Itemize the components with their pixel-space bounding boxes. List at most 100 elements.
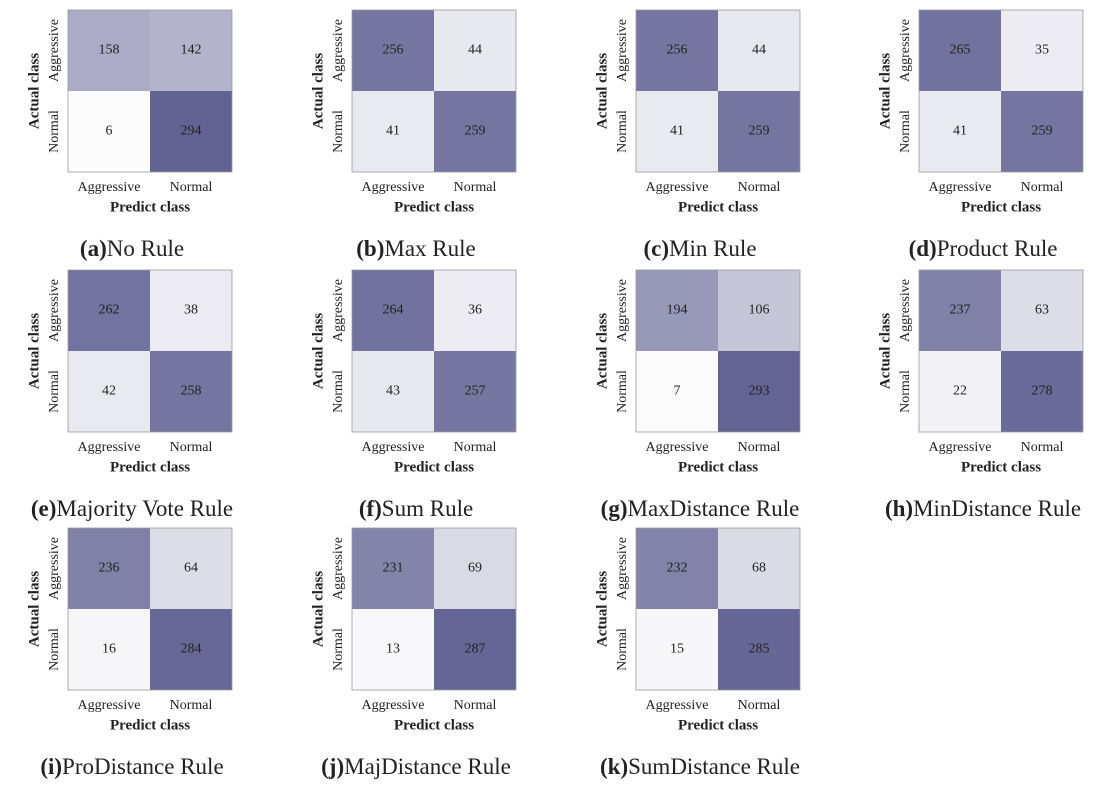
cell <box>68 91 150 172</box>
panel-label: (e) <box>31 496 57 521</box>
panel-label: (k) <box>600 754 628 779</box>
confusion-matrix: 265 35 41 259 Aggressive Normal Aggressive Norm… <box>877 9 1084 261</box>
panel-label: (c) <box>643 236 669 261</box>
frame <box>67 269 233 433</box>
x-tick-label: Normal <box>1021 440 1064 455</box>
y-tick-label: Normal <box>898 370 913 413</box>
y-axis-label: Actual class <box>26 571 42 647</box>
cell-label: 44 <box>468 43 482 58</box>
y-axis-label: Actual class <box>26 313 42 389</box>
subplot-title: Majority Vote Rule <box>56 496 233 521</box>
frame <box>67 527 233 691</box>
x-tick-label: Aggressive <box>78 180 141 195</box>
cell <box>434 270 516 351</box>
cell <box>352 609 434 690</box>
y-axis-label: Actual class <box>594 571 610 647</box>
confusion-matrix: 256 44 41 259 Aggressive Normal Aggressive Norm… <box>310 9 517 261</box>
cell <box>636 351 718 432</box>
frame <box>635 269 801 433</box>
cell <box>352 528 434 609</box>
cell-label: 278 <box>1032 384 1053 399</box>
y-axis-label: Actual class <box>310 313 326 389</box>
cell <box>919 270 1001 351</box>
panel-label: (b) <box>356 236 384 261</box>
frame <box>635 527 801 691</box>
caption: (h)MinDistance Rule <box>885 496 1081 521</box>
frame <box>351 527 517 691</box>
cell <box>1001 10 1083 91</box>
cell <box>434 10 516 91</box>
y-tick-label: Normal <box>331 370 346 413</box>
y-tick-label: Aggressive <box>615 279 630 342</box>
cell-label: 41 <box>953 124 967 139</box>
caption: (e)Majority Vote Rule <box>31 496 233 521</box>
cell <box>434 609 516 690</box>
x-axis-label: Predict class <box>394 459 474 475</box>
cell-label: 258 <box>181 384 202 399</box>
cell <box>919 351 1001 432</box>
subplot-title: MajDistance Rule <box>344 754 511 779</box>
cell-label: 36 <box>468 303 482 318</box>
cell <box>352 270 434 351</box>
cell <box>150 10 232 91</box>
cell-label: 262 <box>99 303 120 318</box>
frame <box>918 9 1084 173</box>
cell <box>919 10 1001 91</box>
cell-label: 64 <box>184 561 198 576</box>
x-tick-label: Aggressive <box>362 180 425 195</box>
x-tick-label: Aggressive <box>646 180 709 195</box>
y-axis-label: Actual class <box>310 53 326 129</box>
cell-label: 106 <box>749 303 770 318</box>
cell <box>150 528 232 609</box>
y-tick-label: Normal <box>47 370 62 413</box>
caption: (f)Sum Rule <box>359 496 473 521</box>
subplot-title: MinDistance Rule <box>913 496 1081 521</box>
x-axis-label: Predict class <box>110 717 190 733</box>
confusion-matrix: 262 38 42 258 Aggressive Normal Aggressive Norm… <box>26 269 233 521</box>
cell <box>150 351 232 432</box>
cell-label: 285 <box>749 642 770 657</box>
cell-label: 68 <box>752 561 766 576</box>
y-tick-label: Normal <box>615 110 630 153</box>
x-axis-label: Predict class <box>394 717 474 733</box>
y-axis-label: Actual class <box>877 313 893 389</box>
y-tick-label: Aggressive <box>898 19 913 82</box>
cell-label: 13 <box>386 642 400 657</box>
cell-label: 259 <box>465 124 486 139</box>
y-tick-label: Normal <box>331 110 346 153</box>
caption: (g)MaxDistance Rule <box>601 496 800 521</box>
cell <box>352 10 434 91</box>
cell <box>352 91 434 172</box>
confusion-matrix: 194 106 7 293 Aggressive Normal Aggressive Norm… <box>594 269 801 521</box>
x-tick-label: Aggressive <box>646 698 709 713</box>
cell-label: 256 <box>383 43 404 58</box>
y-tick-label: Aggressive <box>615 19 630 82</box>
y-tick-label: Aggressive <box>47 279 62 342</box>
x-tick-label: Aggressive <box>362 440 425 455</box>
subplot-title: Min Rule <box>669 236 757 261</box>
cell-label: 16 <box>102 642 116 657</box>
cell-label: 22 <box>953 384 967 399</box>
cell <box>636 91 718 172</box>
frame <box>351 9 517 173</box>
y-tick-label: Normal <box>331 628 346 671</box>
caption: (j)MajDistance Rule <box>321 754 511 779</box>
cell-label: 63 <box>1035 303 1049 318</box>
confusion-matrix: 256 44 41 259 Aggressive Normal Aggressive Norm… <box>594 9 801 261</box>
y-tick-label: Normal <box>47 110 62 153</box>
x-tick-label: Normal <box>454 180 497 195</box>
cell <box>352 351 434 432</box>
cell-label: 38 <box>184 303 198 318</box>
cell-label: 236 <box>99 561 120 576</box>
frame <box>351 269 517 433</box>
cell-label: 194 <box>667 303 688 318</box>
cell-label: 257 <box>465 384 486 399</box>
y-tick-label: Aggressive <box>615 537 630 600</box>
cell <box>636 528 718 609</box>
x-tick-label: Aggressive <box>78 698 141 713</box>
y-axis-label: Actual class <box>26 53 42 129</box>
cell <box>718 10 800 91</box>
cell <box>718 91 800 172</box>
